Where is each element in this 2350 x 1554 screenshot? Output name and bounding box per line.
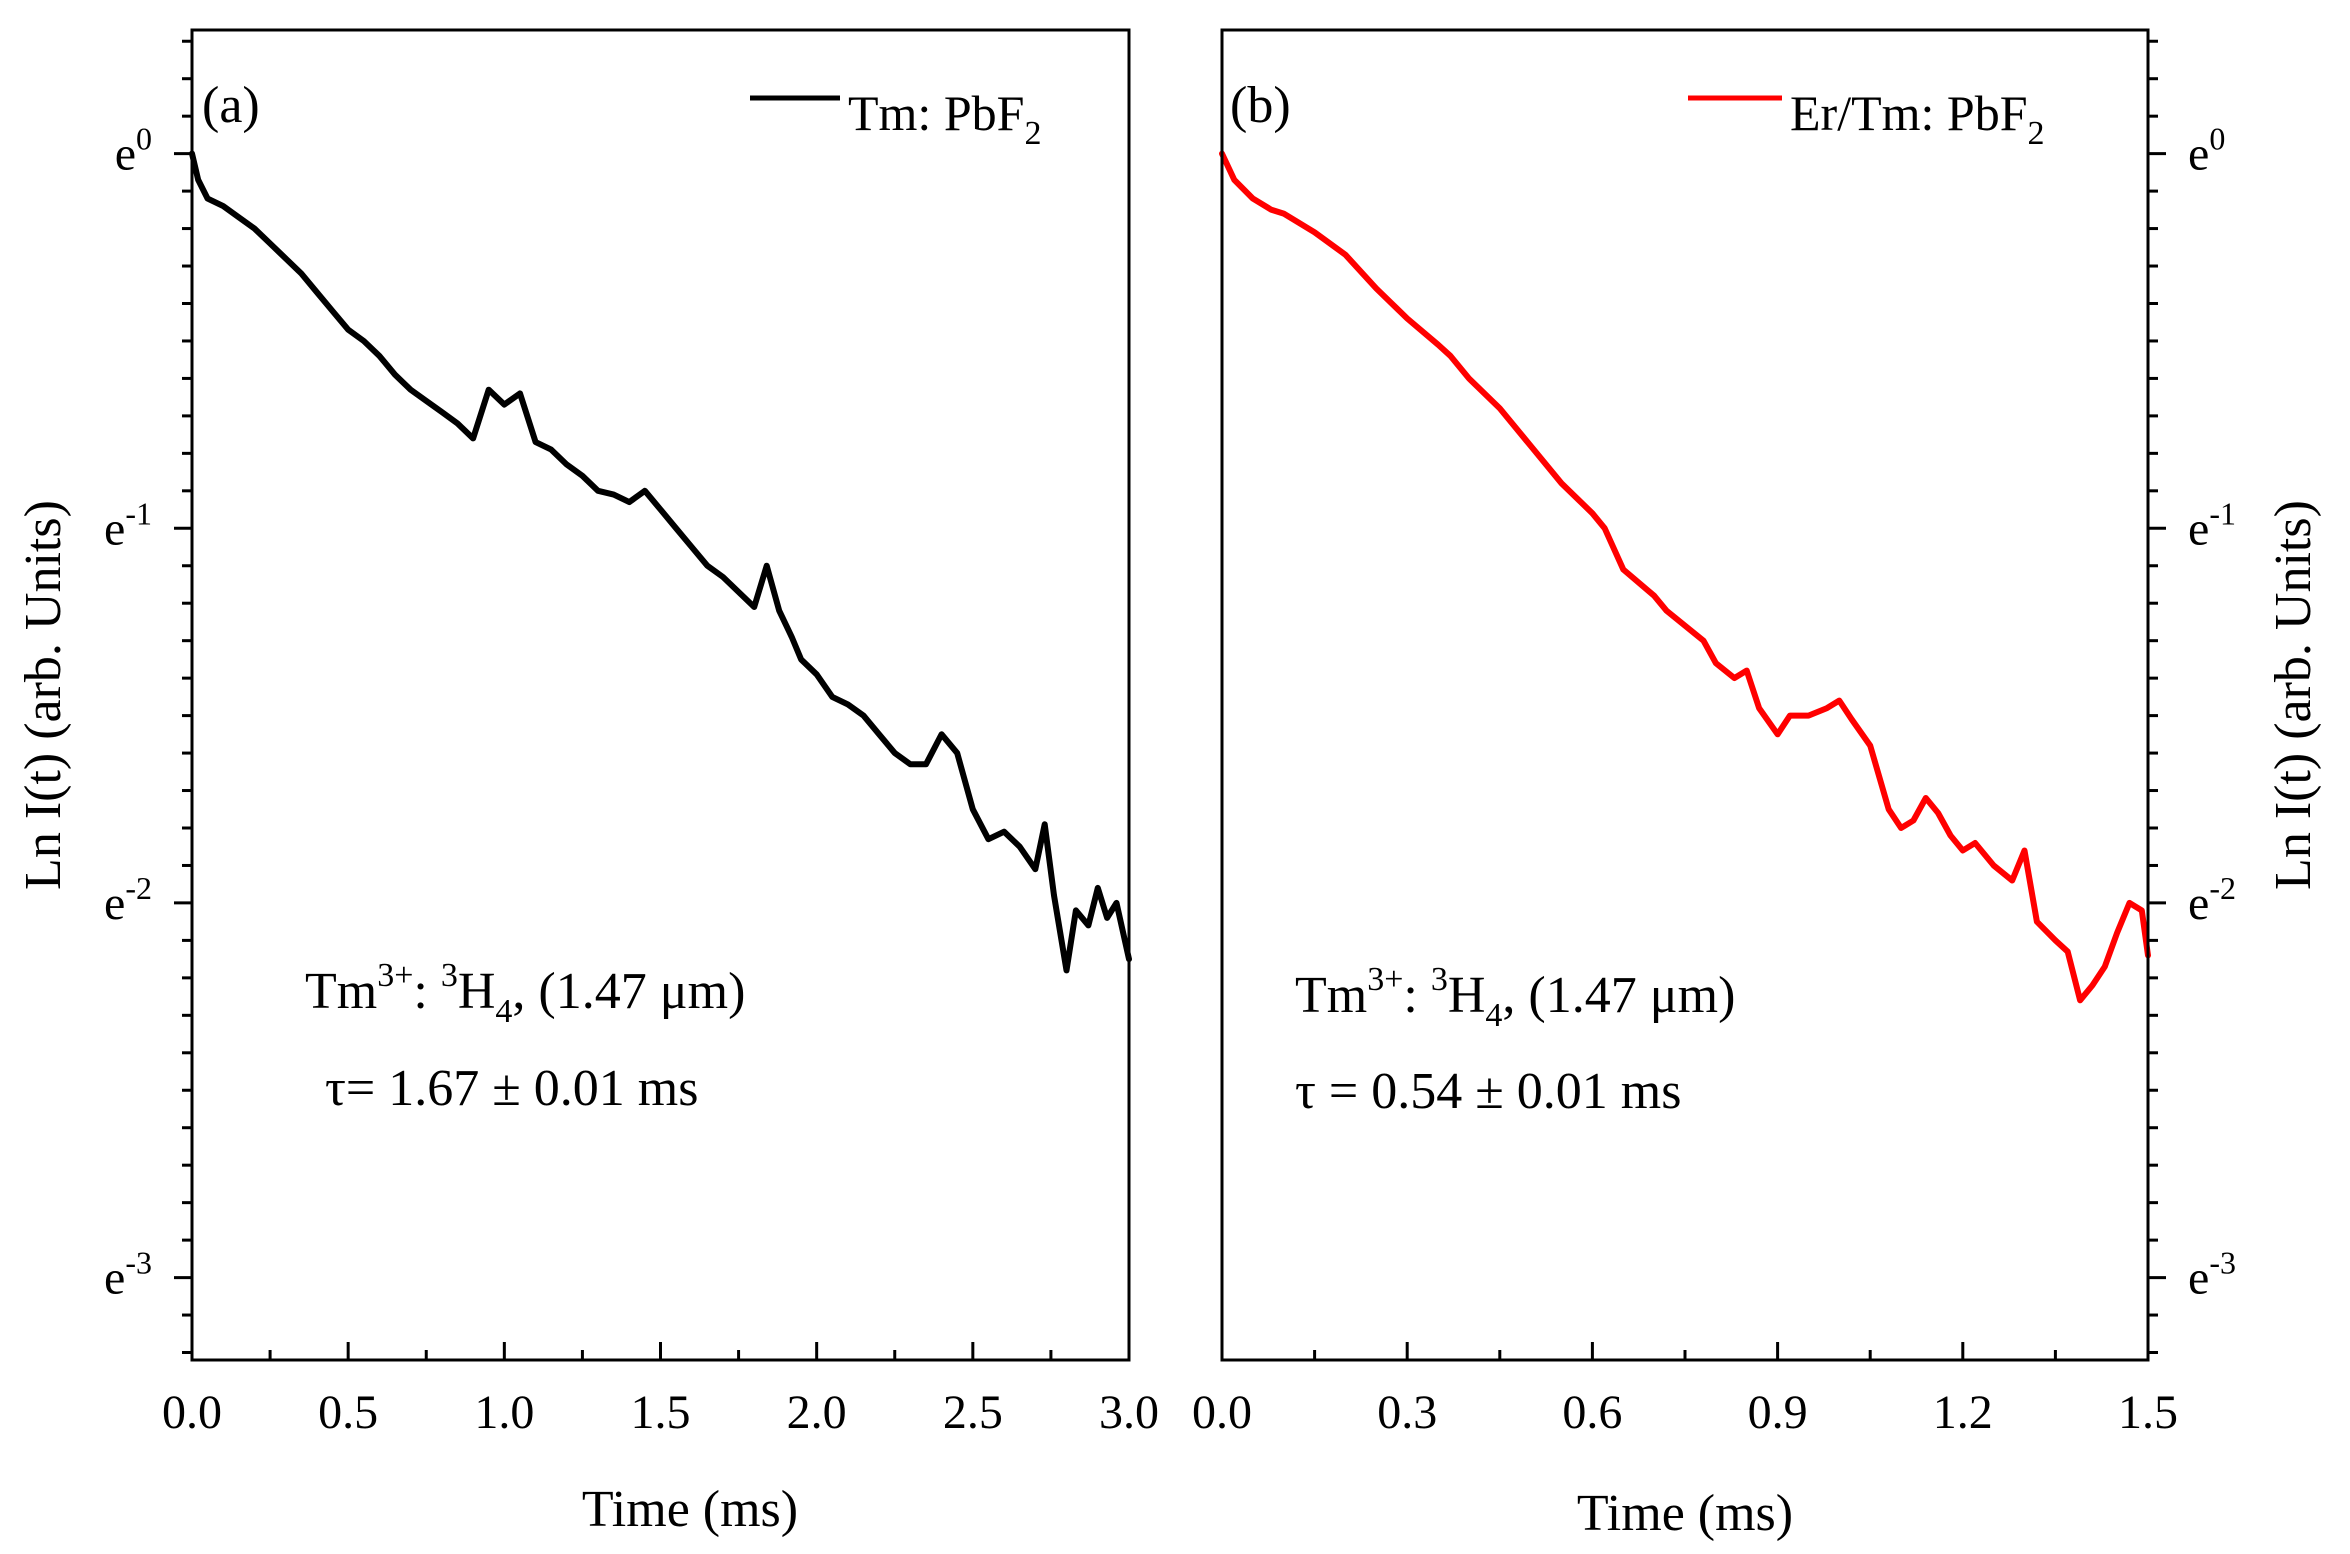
panel-a-x-tick-label: 3.0 [1099, 1386, 1159, 1439]
panel-a-annotation-lifetime: τ= 1.67 ± 0.01 ms [325, 1060, 698, 1117]
panel-a-x-tick-label: 2.5 [943, 1386, 1003, 1439]
panel-a-legend: Tm: PbF2 [848, 85, 1041, 152]
panel-a: 0.0 0.5 1.0 1.5 2.0 2.5 3.0 e0 e-1 e-2 e-3 (a) Tm… [15, 28, 1159, 1538]
panel-a-y-tick-label: e-1 [104, 495, 152, 555]
panel-b-y-tick-label: e0 [2188, 121, 2225, 181]
panel-a-series-0-line [189, 150, 1132, 974]
panel-b-x-tick-label: 0.3 [1377, 1386, 1437, 1439]
panel-a-label: (a) [202, 77, 260, 134]
panel-b-annotation-level: Tm3+: 3H4, (1.47 μm) [1295, 961, 1735, 1034]
panel-a-x-tick-label: 1.5 [631, 1386, 691, 1439]
panel-b-x-tick-labels: 0.0 0.3 0.6 0.9 1.2 1.5 [1192, 1386, 2178, 1439]
panel-a-x-tick-label: 0.0 [162, 1386, 222, 1439]
panel-a-x-tick-labels: 0.0 0.5 1.0 1.5 2.0 2.5 3.0 [162, 1386, 1159, 1439]
panel-b-series-layer [1219, 150, 2151, 1004]
panel-b-y-axis-title: Ln I(t) (arb. Units) [2265, 500, 2322, 890]
panel-a-y-tick-label: e0 [115, 121, 152, 181]
panel-b-y-tick-label: e-2 [2188, 870, 2236, 930]
panel-b-x-axis-title: Time (ms) [1577, 1485, 1793, 1542]
panel-b-y-tick-labels: e0 e-1 e-2 e-3 [2188, 121, 2236, 1305]
panel-b-ticks [1220, 39, 2166, 1360]
panel-a-y-axis-title: Ln I(t) (arb. Units) [15, 500, 72, 890]
panel-b-x-tick-label: 1.5 [2118, 1386, 2178, 1439]
panel-a-series-layer [189, 150, 1132, 974]
panel-b-x-tick-label: 0.0 [1192, 1386, 1252, 1439]
panel-b-annotation-lifetime: τ = 0.54 ± 0.01 ms [1295, 1063, 1681, 1120]
panel-b: 0.0 0.3 0.6 0.9 1.2 1.5 e0 e-1 e-2 e-3 (b) Er/Tm… [1192, 28, 2322, 1542]
panel-b-frame [1220, 28, 2150, 1362]
panel-b-x-tick-label: 0.9 [1748, 1386, 1808, 1439]
panel-a-y-tick-label: e-2 [104, 870, 152, 930]
panel-b-legend: Er/Tm: PbF2 [1790, 85, 2045, 152]
panel-a-annotation-level: Tm3+: 3H4, (1.47 μm) [305, 957, 745, 1030]
panel-b-series-0-line [1219, 150, 2151, 1004]
panel-b-y-tick-label: e-1 [2188, 495, 2236, 555]
panel-a-x-tick-label: 2.0 [787, 1386, 847, 1439]
panel-a-y-tick-labels: e0 e-1 e-2 e-3 [104, 121, 152, 1305]
panel-b-x-tick-label: 1.2 [1933, 1386, 1993, 1439]
panel-b-y-tick-label: e-3 [2188, 1245, 2236, 1305]
panel-a-y-tick-label: e-3 [104, 1245, 152, 1305]
panel-a-frame [190, 28, 1131, 1362]
panel-a-x-tick-label: 0.5 [318, 1386, 378, 1439]
panel-a-x-tick-label: 1.0 [474, 1386, 534, 1439]
panel-a-x-axis-title: Time (ms) [582, 1481, 798, 1538]
panel-b-label: (b) [1230, 77, 1291, 134]
panel-b-x-tick-label: 0.6 [1562, 1386, 1622, 1439]
